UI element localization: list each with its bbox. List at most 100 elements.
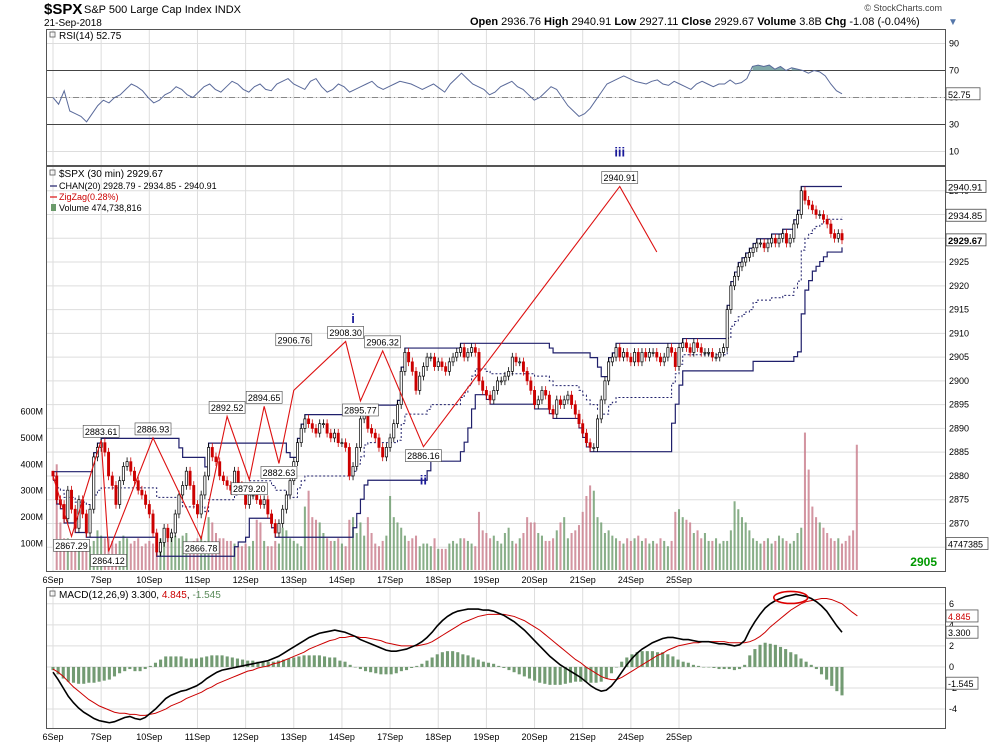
macd-histogram-bar: [830, 666, 834, 686]
macd-histogram-bar: [425, 660, 429, 667]
chg-arrow[interactable]: ▼: [948, 17, 958, 28]
zigzag-value-label: 2866.78: [185, 543, 218, 553]
price-tick-label: 2925: [949, 257, 969, 267]
rsi-settings-icon[interactable]: [49, 31, 56, 38]
macd-histogram-bar: [440, 652, 444, 667]
macd-histogram-bar: [143, 666, 147, 670]
price-tick-label: 2910: [949, 328, 969, 338]
volume-bar: [829, 538, 832, 570]
candle-body: [103, 442, 107, 453]
candle-body: [399, 371, 403, 405]
price-panel: [46, 166, 946, 572]
volume-bar: [307, 490, 310, 570]
macd-histogram-bar: [184, 658, 188, 667]
rsi-layer: [47, 64, 945, 125]
zigzag-value-label: 2882.63: [263, 468, 296, 478]
zigzag-value-box: [82, 424, 120, 438]
volume-bar: [511, 540, 514, 570]
zigzag-value-label: 2906.32: [366, 337, 399, 347]
macd-histogram-bar: [379, 666, 383, 675]
candle-body: [833, 233, 837, 239]
candle-body: [196, 504, 199, 515]
volume-bar: [411, 538, 414, 570]
candle-body: [529, 380, 533, 391]
candle-body: [459, 347, 462, 353]
macd-histogram-bar: [256, 661, 260, 667]
macd-histogram-bar: [282, 659, 286, 667]
macd-histogram-bar: [645, 651, 649, 667]
volume-bar: [366, 517, 369, 570]
volume-bar: [833, 540, 836, 570]
candle-body: [410, 361, 414, 372]
volume-bar: [737, 509, 740, 570]
volume-bar: [589, 485, 592, 570]
volume-bar: [396, 522, 399, 570]
candle-body: [507, 371, 511, 377]
candle-body: [221, 475, 225, 482]
macd-legend-signal: 4.845: [162, 590, 187, 601]
macd-histogram-bar: [179, 656, 183, 667]
macd-histogram-bar: [568, 666, 572, 683]
candle-body: [636, 352, 640, 363]
macd-histogram-bar: [819, 666, 824, 675]
macd-histogram-bar: [51, 666, 55, 671]
candle-body: [344, 442, 348, 448]
candle-body: [70, 489, 73, 510]
volume-bar: [359, 522, 362, 570]
macd-histogram-bar: [107, 666, 111, 680]
macd-settings-icon[interactable]: [49, 590, 56, 597]
candle-body: [573, 404, 577, 415]
macd-histogram-bar: [476, 659, 480, 667]
volume-bar: [577, 525, 581, 570]
x-tick-label: 20Sep: [522, 575, 548, 585]
x-tick-label: 18Sep: [425, 732, 451, 742]
candle-body: [107, 451, 111, 477]
candle-body: [477, 352, 481, 382]
macd-line: [52, 593, 843, 724]
volume-bar: [463, 538, 466, 570]
macd-last-box: [945, 609, 979, 623]
candle-body: [688, 347, 692, 353]
zigzag-value-box: [90, 554, 127, 567]
macd-histogram-bar: [840, 666, 844, 696]
macd-histogram-bar: [697, 665, 701, 667]
zigzag-value-box: [231, 482, 268, 496]
candle-body: [92, 456, 96, 510]
macd-histogram-bar: [404, 666, 409, 671]
price-settings-icon[interactable]: [49, 169, 56, 176]
header-exchange: INDX: [215, 4, 242, 16]
volume-bar: [796, 533, 799, 570]
volume-bar: [848, 535, 851, 570]
volume-bar: [85, 548, 88, 570]
candle-body: [677, 347, 681, 367]
rsi-line: [52, 64, 843, 123]
candle-body: [836, 233, 840, 239]
x-tick-label: 11Sep: [185, 732, 210, 742]
macd-histogram-bar: [702, 666, 706, 668]
candle-body: [396, 404, 399, 425]
volume-bar: [155, 546, 158, 570]
price-last-box: [945, 208, 987, 222]
candle-body: [614, 347, 618, 358]
volume-bar: [244, 543, 247, 570]
candle-body: [744, 256, 748, 263]
candle-body: [681, 342, 685, 348]
header-index-name: S&P 500 Large Cap Index: [84, 4, 212, 16]
zigzag-value-label: 2886.93: [137, 424, 170, 434]
x-tick-label: 20Sep: [522, 732, 548, 742]
header-symbol: $SPX: [44, 1, 82, 18]
macd-histogram-bar: [630, 654, 634, 667]
volume-bar: [559, 522, 562, 570]
volume-bar: [837, 538, 840, 570]
candle-body: [384, 447, 388, 458]
zigzag-value-label: 2894.65: [248, 393, 281, 403]
candle-body: [188, 470, 192, 486]
volume-bar: [418, 546, 421, 570]
volume-bar: [470, 543, 473, 570]
volume-bar: [318, 522, 321, 570]
volume-bar: [644, 538, 647, 570]
macd-histogram-bar: [712, 666, 716, 668]
volume-bar: [566, 538, 569, 570]
volume-bar: [166, 535, 169, 570]
volume-bar: [640, 540, 643, 570]
